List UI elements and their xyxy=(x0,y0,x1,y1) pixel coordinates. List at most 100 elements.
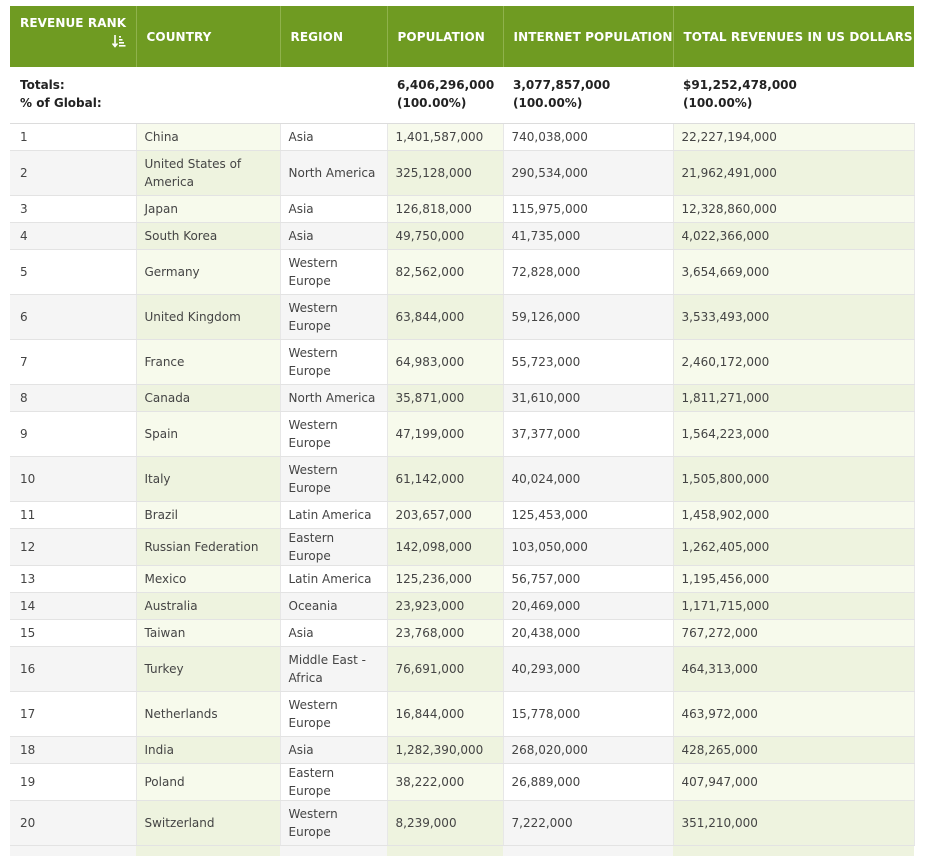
header-region[interactable]: REGION xyxy=(280,6,387,67)
header-total-revenues[interactable]: TOTAL REVENUES IN US DOLLARS xyxy=(673,6,914,67)
cell-region: Western Europe xyxy=(280,457,387,502)
cell-total-revenues: 463,972,000 xyxy=(673,692,914,737)
cell-country: Russian Federation xyxy=(136,529,280,566)
cell-internet-population: 41,735,000 xyxy=(503,223,673,250)
cell-region: North America xyxy=(280,385,387,412)
cell-rank: 18 xyxy=(10,737,136,764)
sort-descending-icon[interactable] xyxy=(112,34,126,48)
cell-region: Western Europe xyxy=(280,295,387,340)
cell-internet-population: 15,778,000 xyxy=(503,692,673,737)
header-row: REVENUE RANK COUNTRY REGION POPULATION I… xyxy=(10,6,914,67)
cell-region: Eastern Europe xyxy=(280,529,387,566)
cell-country: France xyxy=(136,340,280,385)
cell-total-revenues: 1,564,223,000 xyxy=(673,412,914,457)
cell-internet-population: 59,126,000 xyxy=(503,295,673,340)
cell-total-revenues: 428,265,000 xyxy=(673,737,914,764)
cell-internet-population: 40,293,000 xyxy=(503,647,673,692)
cell-total-revenues: 351,210,000 xyxy=(673,801,914,846)
cell-country: Mexico xyxy=(136,566,280,593)
header-revenue-rank[interactable]: REVENUE RANK xyxy=(10,6,136,67)
cell-rank: 19 xyxy=(10,764,136,801)
cell-rank: 16 xyxy=(10,647,136,692)
cell-population: 16,844,000 xyxy=(387,692,503,737)
totals-label-line2: % of Global: xyxy=(20,94,379,112)
cell-total-revenues: 22,227,194,000 xyxy=(673,124,914,151)
totals-row: Totals: % of Global: 6,406,296,000 (100.… xyxy=(10,67,914,124)
cell-rank: 3 xyxy=(10,196,136,223)
header-population[interactable]: POPULATION xyxy=(387,6,503,67)
cell-rank: 1 xyxy=(10,124,136,151)
totals-population-pct: (100.00%) xyxy=(397,94,495,112)
cell-country: Japan xyxy=(136,196,280,223)
cell-country: Canada xyxy=(136,385,280,412)
cell-rank: 4 xyxy=(10,223,136,250)
cell-population: 1,282,390,000 xyxy=(387,737,503,764)
cell-rank: 14 xyxy=(10,593,136,620)
cell-total-revenues: 21,962,491,000 xyxy=(673,151,914,196)
cell-population: 63,844,000 xyxy=(387,295,503,340)
cell-country: United Kingdom xyxy=(136,295,280,340)
cell-region: Asia xyxy=(280,223,387,250)
cell-population: 47,199,000 xyxy=(387,412,503,457)
header-country[interactable]: COUNTRY xyxy=(136,6,280,67)
cell-rank: 6 xyxy=(10,295,136,340)
cell-country: Netherlands xyxy=(136,692,280,737)
cell-region: Asia xyxy=(280,124,387,151)
cell-empty xyxy=(10,846,136,856)
cell-country: India xyxy=(136,737,280,764)
cell-rank: 11 xyxy=(10,502,136,529)
cell-internet-population: 20,438,000 xyxy=(503,620,673,647)
cell-internet-population: 40,024,000 xyxy=(503,457,673,502)
totals-label: Totals: % of Global: xyxy=(10,67,387,124)
cell-population: 1,401,587,000 xyxy=(387,124,503,151)
cell-total-revenues: 407,947,000 xyxy=(673,764,914,801)
cell-region: Western Europe xyxy=(280,412,387,457)
header-internet-population[interactable]: INTERNET POPULATION xyxy=(503,6,673,67)
cell-rank: 12 xyxy=(10,529,136,566)
cell-country: Italy xyxy=(136,457,280,502)
cell-rank: 5 xyxy=(10,250,136,295)
cell-country: Germany xyxy=(136,250,280,295)
totals-population: 6,406,296,000 (100.00%) xyxy=(387,67,503,124)
cell-rank: 17 xyxy=(10,692,136,737)
cell-total-revenues: 1,195,456,000 xyxy=(673,566,914,593)
cell-total-revenues: 1,262,405,000 xyxy=(673,529,914,566)
cell-population: 142,098,000 xyxy=(387,529,503,566)
cell-total-revenues: 1,505,800,000 xyxy=(673,457,914,502)
cell-rank: 7 xyxy=(10,340,136,385)
cell-population: 38,222,000 xyxy=(387,764,503,801)
cell-population: 203,657,000 xyxy=(387,502,503,529)
cell-country: United States of America xyxy=(136,151,280,196)
cell-internet-population: 103,050,000 xyxy=(503,529,673,566)
cell-country: China xyxy=(136,124,280,151)
cell-rank: 15 xyxy=(10,620,136,647)
cell-region: Asia xyxy=(280,737,387,764)
cell-internet-population: 7,222,000 xyxy=(503,801,673,846)
cell-population: 325,128,000 xyxy=(387,151,503,196)
table-row-partial xyxy=(10,846,914,856)
cell-country: Poland xyxy=(136,764,280,801)
cell-empty xyxy=(387,846,503,856)
cell-region: Asia xyxy=(280,620,387,647)
cell-region: North America xyxy=(280,151,387,196)
totals-revenues-pct: (100.00%) xyxy=(683,94,906,112)
totals-internet-population-pct: (100.00%) xyxy=(513,94,665,112)
cell-total-revenues: 1,171,715,000 xyxy=(673,593,914,620)
cell-total-revenues: 1,811,271,000 xyxy=(673,385,914,412)
cell-rank: 10 xyxy=(10,457,136,502)
totals-population-value: 6,406,296,000 xyxy=(397,76,495,94)
cell-rank: 8 xyxy=(10,385,136,412)
cell-internet-population: 72,828,000 xyxy=(503,250,673,295)
cell-country: Turkey xyxy=(136,647,280,692)
cell-region: Latin America xyxy=(280,502,387,529)
cell-region: Western Europe xyxy=(280,340,387,385)
cell-region: Eastern Europe xyxy=(280,764,387,801)
